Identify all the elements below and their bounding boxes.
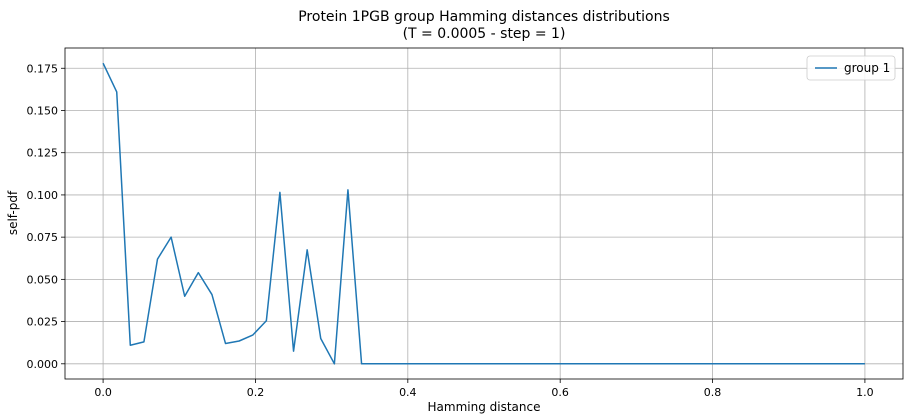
chart-subtitle: (T = 0.0005 - step = 1) — [403, 26, 566, 42]
series-line-group-1 — [102, 62, 865, 365]
chart-title: Protein 1PGB group Hamming distances dis… — [298, 9, 670, 25]
legend: group 1 — [806, 55, 896, 81]
x-tick-label: 1.0 — [856, 386, 874, 399]
y-tick-label: 0.050 — [27, 273, 59, 286]
series-lines — [102, 62, 865, 365]
y-tick-label: 0.175 — [27, 62, 59, 75]
x-tick-label: 0.8 — [704, 386, 722, 399]
plot-area — [64, 47, 904, 380]
x-axis-label: Hamming distance — [428, 400, 541, 414]
y-axis-label: self-pdf — [6, 190, 20, 235]
axis-ticks: 0.0 0.2 0.4 0.6 0.8 1.0 0.000 0.025 0.050 0.075 0.… — [27, 62, 874, 399]
x-tick-label: 0.2 — [247, 386, 265, 399]
grid-lines — [65, 48, 903, 379]
legend-label: group 1 — [844, 61, 890, 75]
legend-box — [806, 55, 896, 81]
y-tick-label: 0.025 — [27, 316, 59, 329]
x-tick-label: 0.0 — [94, 386, 112, 399]
y-tick-label: 0.075 — [27, 231, 59, 244]
y-tick-label: 0.125 — [27, 147, 59, 160]
x-tick-label: 0.6 — [551, 386, 569, 399]
y-tick-label: 0.000 — [27, 358, 59, 371]
y-tick-label: 0.100 — [27, 189, 59, 202]
x-tick-label: 0.4 — [399, 386, 417, 399]
y-tick-label: 0.150 — [27, 104, 59, 117]
